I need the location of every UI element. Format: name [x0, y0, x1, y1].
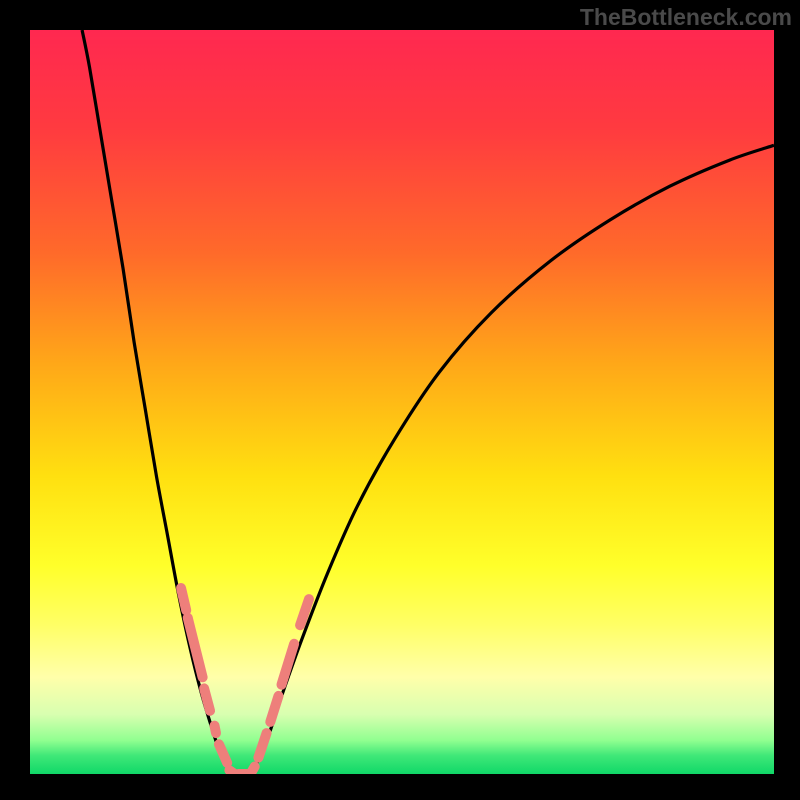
salmon-segment-7 [252, 767, 255, 772]
chart-frame: TheBottleneck.com [0, 0, 800, 800]
gradient-background [30, 30, 774, 774]
salmon-segment-2 [204, 688, 210, 710]
salmon-segment-3 [215, 726, 216, 733]
salmon-segment-0 [181, 588, 186, 610]
watermark-label: TheBottleneck.com [580, 4, 792, 31]
plot-area [30, 30, 774, 774]
plot-svg [30, 30, 774, 774]
